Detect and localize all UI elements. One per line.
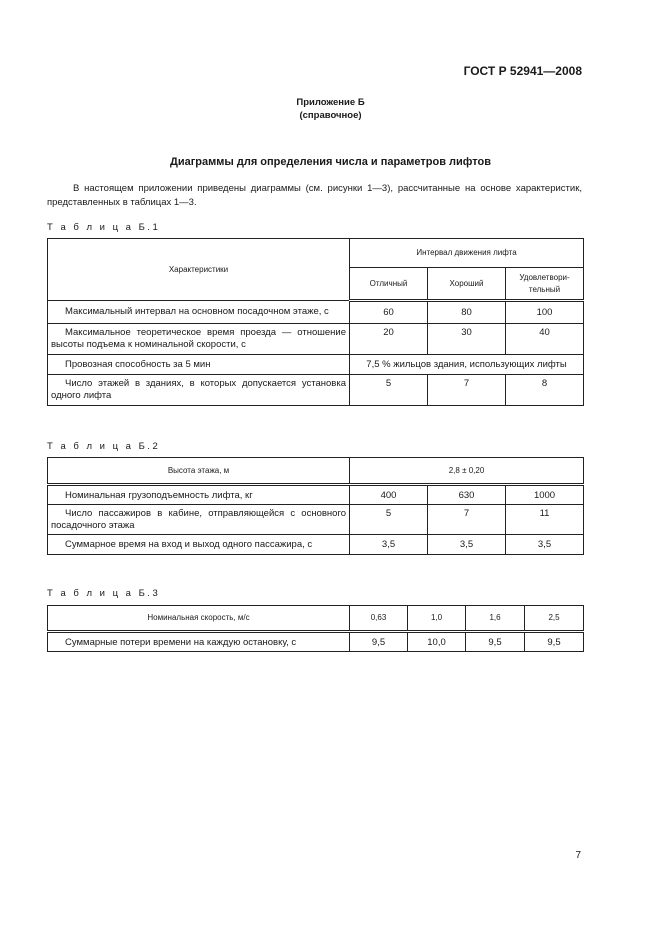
table3-caption: Т а б л и ц а Б.3 <box>47 588 161 599</box>
table-row: Число пассажиров в кабине, отправляющейс… <box>47 504 585 535</box>
group-header: Интервал движения лифта <box>349 238 584 268</box>
table-row: Провозная способность за 5 мин 7,5 % жил… <box>47 354 584 375</box>
head-value: 2,8 ± 0,20 <box>348 457 585 486</box>
table1-caption: Т а б л и ц а Б.1 <box>47 222 161 233</box>
table-b1: Характеристики Интервал движения лифта О… <box>47 238 584 406</box>
table-row: Максимальный интервал на основном посадо… <box>47 300 584 324</box>
table-row: Суммарное время на вход и выход одного п… <box>47 534 585 555</box>
page-number: 7 <box>575 850 581 861</box>
appendix-type: (справочное) <box>299 110 362 121</box>
table-row: Число этажей в зданиях, в которых допуск… <box>47 374 584 406</box>
intro-paragraph: В настоящем приложении приведены диаграм… <box>47 183 582 208</box>
table-row: Суммарные потери времени на каждую остан… <box>47 631 584 652</box>
table-b2: Высота этажа, м 2,8 ± 0,20 Номинальная г… <box>47 457 585 555</box>
sub-header: Хороший <box>427 267 506 302</box>
document-id: ГОСТ Р 52941—2008 <box>463 64 582 78</box>
col-header: Характеристики <box>47 238 350 301</box>
table2-caption: Т а б л и ц а Б.2 <box>47 441 161 452</box>
sub-header: Удовлетвори-тельный <box>505 267 584 302</box>
head-label: Номинальная скорость, м/с <box>47 605 350 633</box>
table-b3: Номинальная скорость, м/с 0,63 1,0 1,6 2… <box>47 605 584 652</box>
table-row: Максимальное теоретическое время проезда… <box>47 323 584 355</box>
table-row: Номинальная грузоподъемность лифта, кг 4… <box>47 484 585 505</box>
section-title: Диаграммы для определения числа и параме… <box>170 156 491 168</box>
sub-header: Отличный <box>349 267 428 302</box>
appendix-label: Приложение Б <box>296 97 365 108</box>
head-label: Высота этажа, м <box>47 457 350 486</box>
